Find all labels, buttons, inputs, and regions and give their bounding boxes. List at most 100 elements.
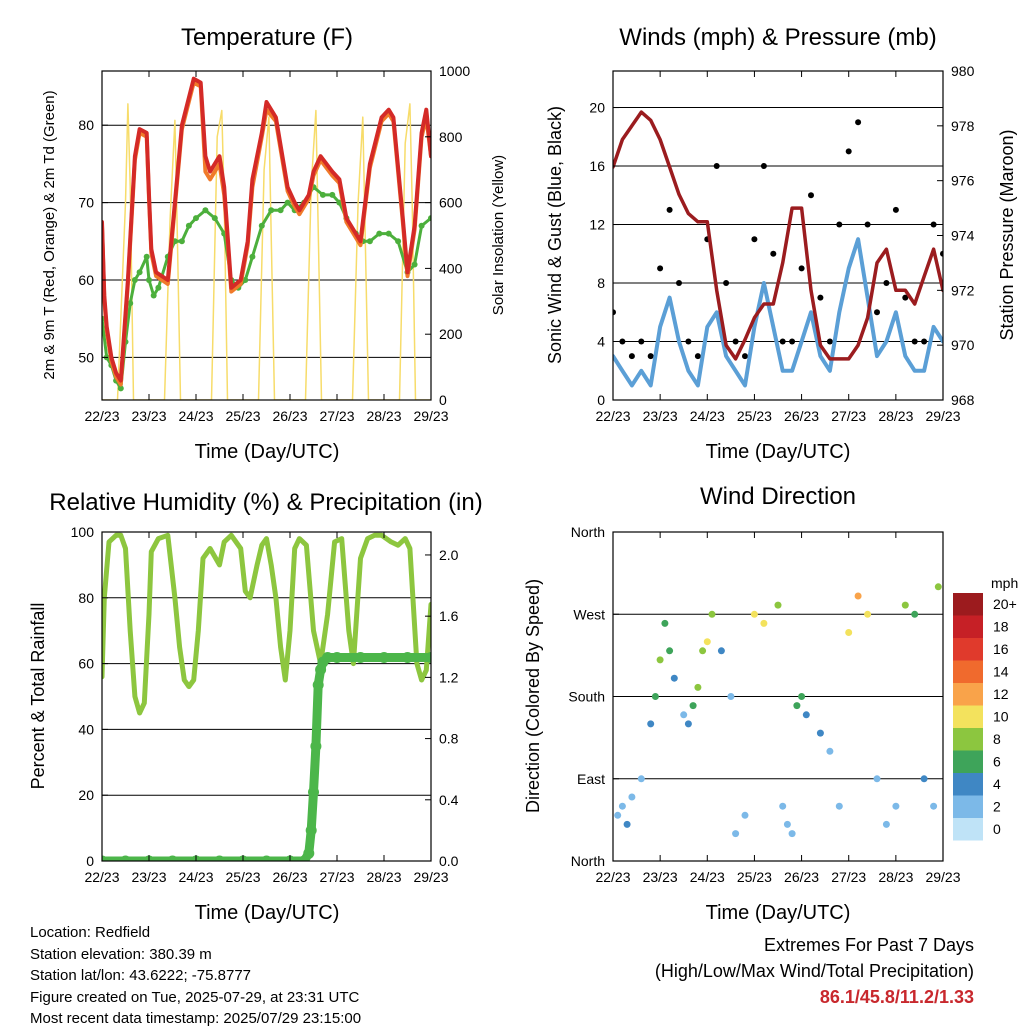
precipitation-line: [102, 653, 431, 861]
pressure-line: [613, 110, 943, 361]
direction-point: [798, 693, 806, 700]
gust-point: [751, 236, 758, 243]
recent-timestamp: Most recent data timestamp: 2025/07/29 2…: [30, 1010, 362, 1027]
humidity-ytick-label: 20: [78, 787, 94, 803]
direction-point: [901, 601, 909, 609]
gust-point: [628, 353, 635, 360]
humidity-xtick-label: 23/23: [131, 869, 166, 885]
gust-point: [694, 353, 701, 360]
precipitation-point: [102, 855, 108, 861]
legend-label: 2: [993, 799, 1001, 815]
wind-speed-line: [613, 237, 943, 388]
legend-swatch: [953, 818, 983, 841]
panel-titles: Temperature (F) Winds (mph) & Pressure (…: [28, 24, 1017, 924]
direction-point: [727, 693, 735, 700]
gust-point: [930, 221, 937, 228]
legend-swatch: [953, 638, 983, 661]
humidity-plot-frame: [101, 531, 432, 862]
direction-point: [845, 629, 853, 636]
winds-ytick-label: 8: [597, 275, 605, 291]
winds-y2tick-label: 978: [951, 118, 975, 134]
direction-point: [854, 592, 862, 600]
humidity-xtick-label: 28/23: [366, 869, 401, 885]
gust-point: [657, 265, 664, 272]
legend-unit: mph: [991, 575, 1018, 591]
precipitation-point: [378, 652, 390, 663]
direction-point: [750, 610, 758, 618]
gust-point: [770, 250, 777, 257]
precipitation-point: [120, 855, 131, 861]
direction-point: [661, 619, 669, 627]
temperature-xtick-label: 27/23: [319, 408, 354, 424]
winds-y2tick-label: 970: [951, 337, 975, 353]
figure-created: Figure created on Tue, 2025-07-29, at 23…: [30, 988, 360, 1006]
humidity-xtick-label: 24/23: [178, 869, 213, 885]
gust-point: [713, 163, 720, 169]
direction-point: [614, 811, 622, 819]
precipitation-point: [214, 855, 225, 861]
precipitation-point: [402, 652, 413, 663]
winds-ytick-label: 12: [589, 217, 605, 233]
gust-point: [666, 206, 673, 213]
direction-point: [628, 793, 636, 801]
winds-title: Winds (mph) & Pressure (mb): [619, 24, 936, 51]
humidity-panel: 22/23 23/23 24/23 25/23 26/23 27/23 28/23 29/23…: [71, 524, 459, 885]
humidity-ytick-label: 80: [78, 590, 94, 606]
gust-point: [855, 119, 862, 126]
precipitation-point: [331, 652, 343, 663]
temperature-y2label: Solar Insolation (Yellow): [490, 155, 507, 315]
temperature-y2tick-label: 1000: [439, 63, 470, 79]
temperature-ytick-label: 60: [78, 272, 94, 288]
direction-xtick-label: 28/23: [878, 869, 913, 885]
direction-point: [793, 702, 801, 710]
direction-point: [732, 830, 740, 838]
legend-label: 18: [993, 619, 1009, 635]
direction-ylabel: Direction (Colored By Speed): [523, 579, 543, 813]
winds-y2tick-label: 972: [951, 282, 975, 298]
direction-panel: 22/23 23/23 24/23 25/23 26/23 27/23 28/23 29/23…: [568, 524, 960, 885]
winds-xtick-label: 23/23: [643, 408, 678, 424]
temperature-xtick-label: 25/23: [225, 408, 260, 424]
solar-insolation-line: [102, 103, 431, 400]
humidity-xtick-label: 22/23: [84, 869, 119, 885]
winds-xlabel: Time (Day/UTC): [706, 441, 851, 463]
direction-point: [802, 711, 810, 719]
temperature-y2tick-label: 0: [439, 392, 447, 408]
direction-xtick-label: 24/23: [690, 869, 725, 885]
direction-point: [920, 775, 928, 783]
direction-point: [788, 830, 796, 838]
direction-point: [882, 820, 890, 828]
legend-label: 4: [993, 776, 1001, 792]
direction-xtick-label: 22/23: [595, 869, 630, 885]
temperature-ylabel: 2m & 9m T (Red, Orange) & 2m Td (Green): [41, 90, 58, 379]
humidity-xlabel: Time (Day/UTC): [195, 902, 340, 924]
direction-title: Wind Direction: [700, 483, 856, 510]
temperature-ytick-label: 80: [78, 117, 94, 133]
humidity-xtick-label: 26/23: [272, 869, 307, 885]
winds-xtick-label: 22/23: [595, 408, 630, 424]
direction-point: [779, 802, 787, 810]
temperature-xlabel: Time (Day/UTC): [195, 441, 340, 463]
direction-ytick-label: East: [577, 771, 605, 787]
direction-point: [708, 610, 716, 618]
extremes-box: Extremes For Past 7 Days (High/Low/Max W…: [655, 932, 974, 1010]
legend-swatch: [953, 795, 983, 818]
extremes-title: Extremes For Past 7 Days: [763, 935, 974, 955]
humidity-ylabel: Percent & Total Rainfall: [28, 603, 48, 790]
winds-y2tick-label: 976: [951, 173, 975, 189]
direction-point: [689, 702, 697, 710]
direction-ytick-label: West: [573, 606, 605, 622]
station-location: Location: Redfield: [30, 924, 151, 941]
gust-point: [883, 280, 890, 286]
temperature-y2tick-label: 800: [439, 129, 463, 145]
winds-y2tick-label: 980: [951, 63, 975, 79]
humidity-ytick-label: 40: [78, 721, 94, 737]
extremes-values: 86.1/45.8/11.2/1.33: [819, 987, 974, 1007]
gust-point: [921, 338, 928, 345]
gust-point: [826, 338, 833, 345]
humidity-title: Relative Humidity (%) & Precipitation (i…: [49, 489, 482, 516]
precipitation-point: [425, 652, 431, 663]
humidity-y2tick-label: 0.0: [439, 853, 459, 869]
direction-point: [699, 647, 707, 655]
direction-point: [694, 683, 702, 691]
